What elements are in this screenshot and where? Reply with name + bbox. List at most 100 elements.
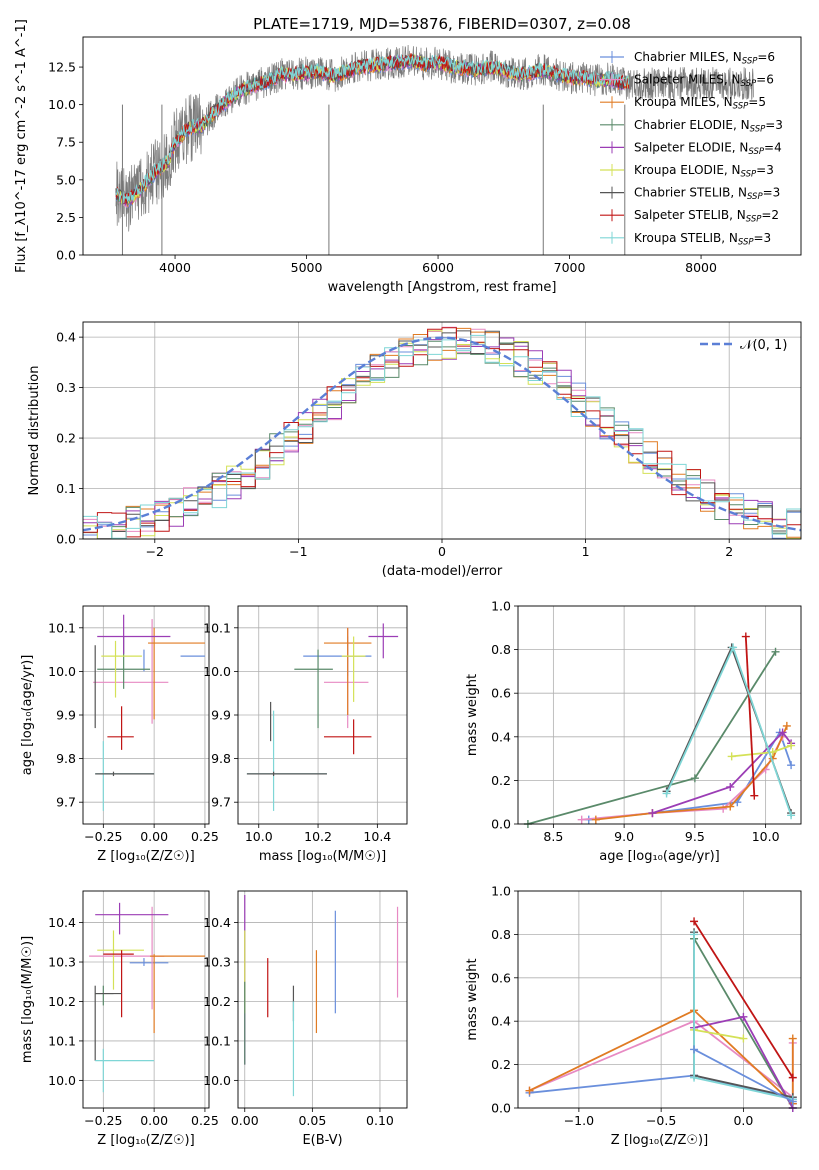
- y-tick-label: 10.0: [203, 664, 231, 679]
- y-tick-label: 1.0: [491, 884, 511, 899]
- weight-series-line: [693, 1029, 744, 1040]
- x-tick-label: 0.25: [191, 1113, 219, 1128]
- errorbar-point: [95, 771, 155, 777]
- chart-title: PLATE=1719, MJD=53876, FIBERID=0307, z=0…: [253, 15, 631, 33]
- legend-label: Chabrier MILES, NSSP=6: [634, 50, 775, 67]
- x-tick-label: 8.5: [543, 829, 563, 844]
- y-tick-label: 0.0: [56, 532, 76, 547]
- axes-frame: [517, 890, 802, 1109]
- x-tick-label: 10.2: [304, 829, 332, 844]
- y-tick-label: 0.2: [491, 1057, 511, 1072]
- x-tick-label: 0.0: [733, 1113, 753, 1128]
- weight-marker: [750, 791, 759, 800]
- weight-marker: [690, 774, 699, 783]
- y-tick-label: 10.1: [48, 1033, 76, 1048]
- legend-label: 𝒩(0, 1): [740, 338, 787, 353]
- y-tick-label: 0.6: [491, 970, 511, 985]
- errorbar-point: [95, 902, 169, 935]
- errorbar-point: [103, 950, 134, 1018]
- y-tick-label: 7.5: [56, 135, 76, 150]
- y-tick-label: 9.7: [211, 795, 231, 810]
- weight-series-line: [693, 938, 794, 1108]
- y-tick-label: 10.2: [203, 994, 231, 1009]
- axes-frame: [82, 36, 802, 256]
- y-tick-label: 0.0: [491, 817, 511, 832]
- weight-marker: [726, 802, 735, 811]
- weight-marker: [778, 728, 787, 737]
- y-tick-label: 0.1: [56, 481, 76, 496]
- weight-series-line: [744, 636, 756, 796]
- weight-marker: [787, 741, 796, 750]
- weight-series-line: [665, 644, 792, 816]
- y-tick-label: 0.6: [491, 686, 511, 701]
- x-tick-label: −0.25: [84, 1113, 122, 1128]
- model-fit-line: [115, 57, 630, 209]
- y-axis-label: Flux [f_λ10^-17 erg cm^-2 s^-1 A^-1]: [14, 19, 29, 273]
- x-tick-label: −0.25: [84, 829, 122, 844]
- errorbar-point: [148, 627, 205, 720]
- y-tick-label: 10.1: [203, 620, 231, 635]
- chart-residuals: −2 −1 0 1 2 0.0 0.1 0.2 0.3 0.4 (data-model)/error…: [27, 321, 802, 579]
- weight-marker: [739, 1012, 748, 1021]
- histogram-series: [83, 334, 801, 539]
- y-tick-label: 0.2: [56, 431, 76, 446]
- y-axis-label: age [log₁₀(age/yr)]: [20, 655, 35, 776]
- x-tick-label: 0.00: [231, 1113, 259, 1128]
- y-tick-label: 10.1: [48, 620, 76, 635]
- y-tick-label: 0.3: [56, 380, 76, 395]
- model-fit-line: [115, 55, 630, 208]
- legend-label: Kroupa STELIB, NSSP=3: [634, 231, 771, 248]
- errorbar-point: [129, 958, 169, 966]
- y-axis-label: mass [log₁₀(M/M☉)]: [20, 936, 35, 1063]
- weight-marker: [741, 632, 750, 641]
- errorbar-point: [95, 1048, 155, 1093]
- weight-marker: [690, 930, 699, 939]
- y-tick-label: 10.1: [203, 1033, 231, 1048]
- x-tick-label: 0.10: [366, 1113, 394, 1128]
- legend-label: Salpeter STELIB, NSSP=2: [634, 208, 779, 225]
- x-tick-label: 9.0: [614, 829, 634, 844]
- x-axis-label: age [log₁₀(age/yr)]: [599, 849, 720, 864]
- weight-marker: [771, 647, 780, 656]
- y-tick-label: 0.8: [491, 927, 511, 942]
- weight-marker: [727, 752, 736, 761]
- errorbar-point: [101, 640, 142, 698]
- y-tick-label: 0.2: [491, 773, 511, 788]
- x-tick-label: 7000: [554, 260, 586, 275]
- legend-label: Chabrier ELODIE, NSSP=3: [634, 118, 783, 135]
- weight-marker: [787, 761, 796, 770]
- y-tick-label: 10.0: [48, 1073, 76, 1088]
- model-fit-line: [115, 53, 630, 204]
- y-tick-label: 0.4: [491, 729, 511, 744]
- legend-label: Salpeter MILES, NSSP=6: [634, 73, 774, 90]
- x-tick-label: 0.05: [298, 1113, 326, 1128]
- weight-marker: [726, 782, 735, 791]
- y-tick-label: 10.0: [48, 97, 76, 112]
- y-tick-label: 10.2: [48, 994, 76, 1009]
- y-tick-label: 0.0: [491, 1101, 511, 1116]
- x-tick-label: 0.00: [140, 829, 168, 844]
- x-tick-label: 2: [725, 544, 733, 559]
- errorbar-point: [246, 771, 327, 777]
- errorbar-point: [97, 614, 171, 654]
- axes-frame: [237, 890, 408, 1109]
- legend: Chabrier MILES, NSSP=6 Salpeter MILES, NS…: [600, 50, 783, 247]
- y-tick-label: 10.0: [48, 664, 76, 679]
- y-tick-label: 12.5: [48, 60, 76, 75]
- weight-series-line: [529, 1009, 794, 1106]
- x-tick-label: 5000: [291, 260, 323, 275]
- errorbar-point: [95, 741, 155, 811]
- y-axis-label: mass weight: [465, 674, 480, 756]
- x-axis-label: (data-model)/error: [382, 564, 503, 579]
- weight-series-line: [693, 1048, 794, 1103]
- weight-marker: [648, 809, 657, 818]
- chart-mass-vs-Z: −0.25 0.00 0.25 10.0 10.1 10.2 10.3 10.4 Z [log₁…: [20, 890, 219, 1148]
- axes-frame: [237, 605, 408, 825]
- weight-series-line: [693, 920, 794, 1079]
- legend-label: Kroupa ELODIE, NSSP=3: [634, 163, 774, 180]
- axes-frame: [82, 321, 802, 540]
- y-tick-label: 1.0: [491, 599, 511, 614]
- x-tick-label: 10.0: [752, 829, 780, 844]
- y-tick-label: 10.0: [203, 1073, 231, 1088]
- legend-label: Salpeter ELODIE, NSSP=4: [634, 140, 782, 157]
